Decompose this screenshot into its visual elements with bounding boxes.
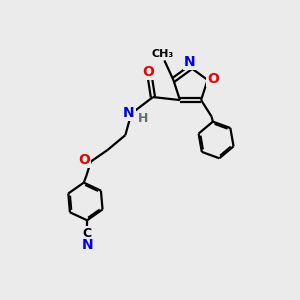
Text: O: O xyxy=(207,72,219,86)
Text: CH₃: CH₃ xyxy=(152,49,174,59)
Text: N: N xyxy=(123,106,135,120)
Text: N: N xyxy=(82,238,93,252)
Text: O: O xyxy=(142,64,154,79)
Text: O: O xyxy=(78,153,90,167)
Text: N: N xyxy=(184,55,196,68)
Text: C: C xyxy=(83,227,92,240)
Text: H: H xyxy=(137,112,148,125)
